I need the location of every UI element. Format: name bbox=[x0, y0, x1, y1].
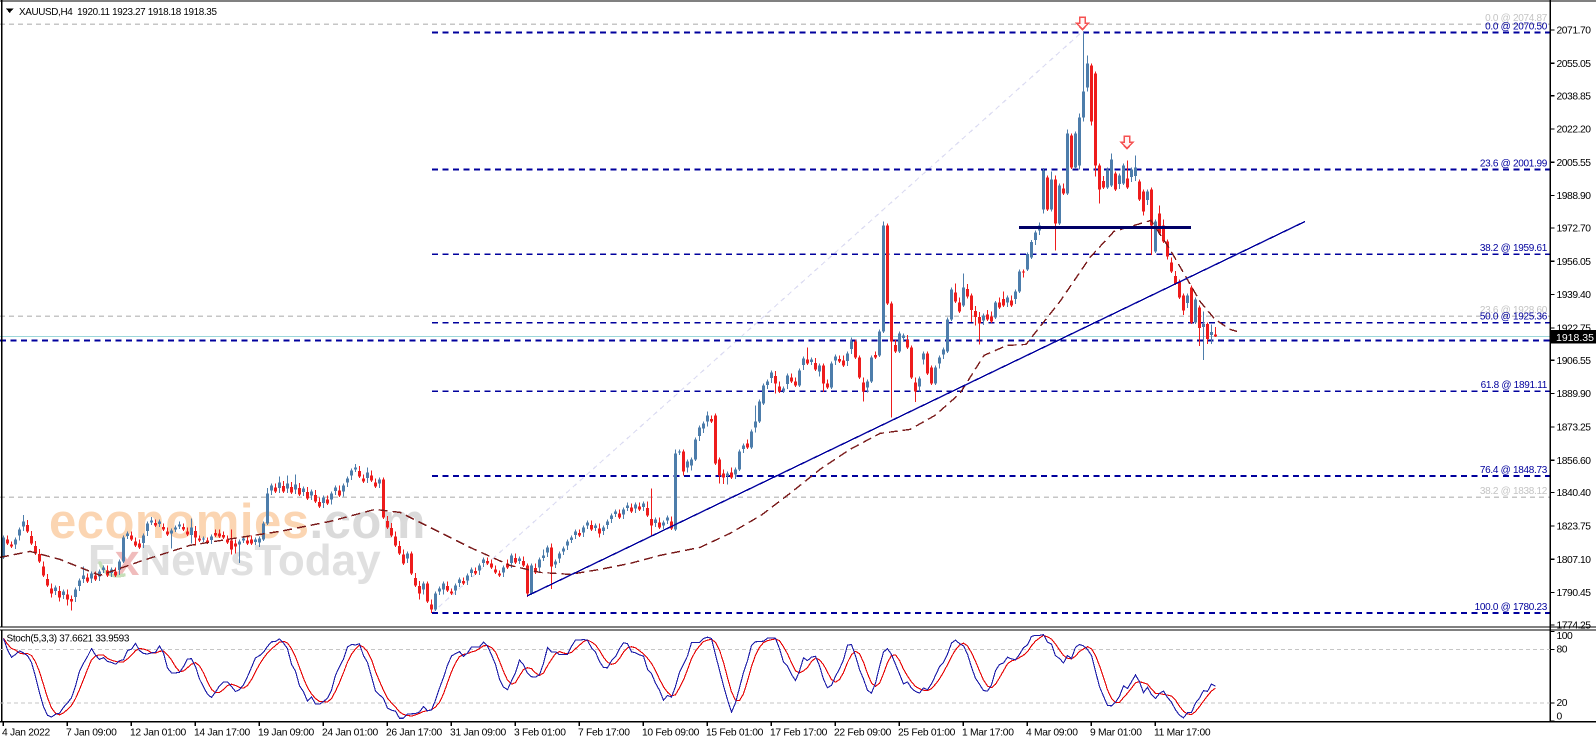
svg-text:38.2 @ 1959.61: 38.2 @ 1959.61 bbox=[1480, 243, 1548, 254]
svg-text:26 Jan 17:00: 26 Jan 17:00 bbox=[386, 727, 443, 738]
svg-text:1972.70: 1972.70 bbox=[1557, 224, 1592, 235]
svg-text:1 Mar 17:00: 1 Mar 17:00 bbox=[962, 727, 1014, 738]
svg-text:1939.40: 1939.40 bbox=[1557, 290, 1592, 301]
svg-text:2055.05: 2055.05 bbox=[1557, 59, 1592, 70]
svg-text:20: 20 bbox=[1557, 698, 1568, 709]
svg-text:2005.55: 2005.55 bbox=[1557, 158, 1592, 169]
svg-text:1956.05: 1956.05 bbox=[1557, 257, 1592, 268]
svg-text:economies.com: economies.com bbox=[49, 495, 426, 549]
svg-text:23.6 @ 1928.60: 23.6 @ 1928.60 bbox=[1480, 305, 1548, 316]
svg-text:1856.60: 1856.60 bbox=[1557, 456, 1592, 467]
svg-text:1906.55: 1906.55 bbox=[1557, 356, 1592, 367]
svg-text:1774.25: 1774.25 bbox=[1557, 621, 1592, 632]
svg-text:1889.90: 1889.90 bbox=[1557, 389, 1592, 400]
svg-text:14 Jan 17:00: 14 Jan 17:00 bbox=[194, 727, 251, 738]
svg-text:38.2 @ 1838.12: 38.2 @ 1838.12 bbox=[1480, 486, 1548, 497]
svg-text:1988.90: 1988.90 bbox=[1557, 191, 1592, 202]
svg-text:1840.40: 1840.40 bbox=[1557, 488, 1592, 499]
svg-text:1918.35: 1918.35 bbox=[1556, 332, 1594, 344]
svg-text:Stoch(5,3,3) 37.6621 33.9593: Stoch(5,3,3) 37.6621 33.9593 bbox=[7, 634, 130, 645]
svg-text:11 Mar 17:00: 11 Mar 17:00 bbox=[1154, 727, 1211, 738]
svg-text:1922.75: 1922.75 bbox=[1557, 324, 1592, 335]
svg-text:7 Jan 09:00: 7 Jan 09:00 bbox=[66, 727, 117, 738]
svg-text:1823.75: 1823.75 bbox=[1557, 522, 1592, 533]
svg-text:100.0 @ 1780.23: 100.0 @ 1780.23 bbox=[1475, 602, 1548, 613]
svg-text:1807.10: 1807.10 bbox=[1557, 555, 1592, 566]
svg-text:25 Feb 01:00: 25 Feb 01:00 bbox=[898, 727, 956, 738]
svg-text:23.6 @ 2001.99: 23.6 @ 2001.99 bbox=[1480, 158, 1548, 169]
svg-text:0: 0 bbox=[1557, 712, 1563, 723]
svg-text:0.0 @ 2074.87: 0.0 @ 2074.87 bbox=[1485, 13, 1548, 24]
svg-text:7 Feb 17:00: 7 Feb 17:00 bbox=[578, 727, 630, 738]
svg-text:4 Mar 09:00: 4 Mar 09:00 bbox=[1026, 727, 1078, 738]
svg-text:0.0 @ 2070.50: 0.0 @ 2070.50 bbox=[1485, 21, 1548, 32]
svg-text:2071.70: 2071.70 bbox=[1557, 26, 1592, 37]
svg-text:22 Feb 09:00: 22 Feb 09:00 bbox=[834, 727, 892, 738]
svg-text:80: 80 bbox=[1557, 645, 1568, 656]
svg-text:4 Jan 2022: 4 Jan 2022 bbox=[2, 727, 51, 738]
svg-text:50.0 @ 1925.36: 50.0 @ 1925.36 bbox=[1480, 312, 1548, 323]
svg-text:61.8 @ 1891.11: 61.8 @ 1891.11 bbox=[1481, 380, 1548, 391]
svg-text:12 Jan 01:00: 12 Jan 01:00 bbox=[130, 727, 187, 738]
svg-text:3 Feb 01:00: 3 Feb 01:00 bbox=[514, 727, 566, 738]
svg-text:31 Jan 09:00: 31 Jan 09:00 bbox=[450, 727, 507, 738]
svg-text:76.4 @ 1848.73: 76.4 @ 1848.73 bbox=[1480, 465, 1548, 476]
svg-text:2038.85: 2038.85 bbox=[1557, 91, 1592, 102]
svg-text:2022.20: 2022.20 bbox=[1557, 125, 1592, 136]
svg-text:10 Feb 09:00: 10 Feb 09:00 bbox=[642, 727, 700, 738]
svg-text:XAUUSD,H4 1920.11 1923.27 191: XAUUSD,H4 1920.11 1923.27 1918.18 1918.3… bbox=[19, 7, 217, 18]
svg-text:1790.45: 1790.45 bbox=[1557, 588, 1592, 599]
svg-text:15 Feb 01:00: 15 Feb 01:00 bbox=[706, 727, 764, 738]
svg-text:17 Feb 17:00: 17 Feb 17:00 bbox=[770, 727, 828, 738]
svg-text:19 Jan 09:00: 19 Jan 09:00 bbox=[258, 727, 315, 738]
svg-text:9 Mar 01:00: 9 Mar 01:00 bbox=[1090, 727, 1142, 738]
svg-text:100: 100 bbox=[1557, 631, 1574, 642]
svg-text:24 Jan 01:00: 24 Jan 01:00 bbox=[322, 727, 379, 738]
svg-text:1873.25: 1873.25 bbox=[1557, 423, 1592, 434]
